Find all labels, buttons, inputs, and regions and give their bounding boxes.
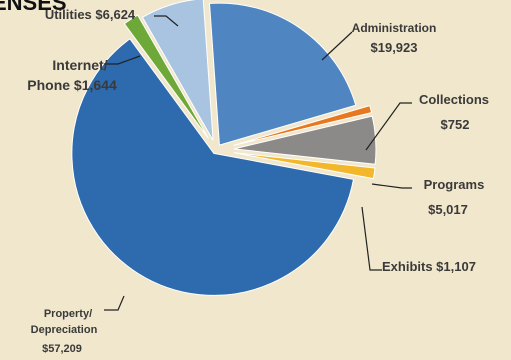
- label-administration-line-1: Administration: [352, 21, 437, 35]
- leader-exhibits: [361, 206, 382, 271]
- leader-administration: [321, 31, 353, 61]
- leader-lines: [104, 15, 412, 311]
- slice-property-depreciation: [71, 38, 355, 296]
- slice-exhibits: [233, 152, 376, 180]
- label-utilities-line-1: Utilities $6,624: [45, 7, 136, 22]
- leader-programs: [371, 183, 412, 189]
- label-exhibits-line-1: Exhibits $1,107: [382, 259, 476, 274]
- chart-title: ENSES: [0, 0, 67, 15]
- slice-administration: [208, 2, 357, 146]
- label-collections-line-2: $752: [441, 117, 470, 132]
- leader-utilities: [154, 15, 179, 27]
- slice-labels: Administration $19,923 Collections $752 Prog…: [27, 7, 489, 355]
- label-administration-line-2: $19,923: [371, 40, 418, 55]
- label-programs-line-1: Programs: [424, 177, 485, 192]
- label-internet-phone-line-1: Internet/: [52, 57, 107, 73]
- leader-internet-phone: [104, 55, 141, 65]
- leader-property-depreciation: [104, 295, 125, 311]
- slice-collections: [233, 104, 373, 146]
- label-collections-line-1: Collections: [419, 92, 489, 107]
- slice-internet-phone: [123, 14, 209, 139]
- label-property-depreciation-line-2: Depreciation: [31, 324, 98, 336]
- label-property-depreciation-line-1: Property/: [44, 308, 92, 320]
- slice-programs: [233, 115, 377, 165]
- label-internet-phone-line-2: Phone $1,644: [27, 77, 117, 93]
- label-property-depreciation-line-3: $57,209: [42, 343, 82, 355]
- label-programs-line-2: $5,017: [428, 202, 468, 217]
- slice-utilities: [141, 0, 214, 141]
- pie-slices: [71, 0, 377, 296]
- leader-collections: [365, 102, 412, 151]
